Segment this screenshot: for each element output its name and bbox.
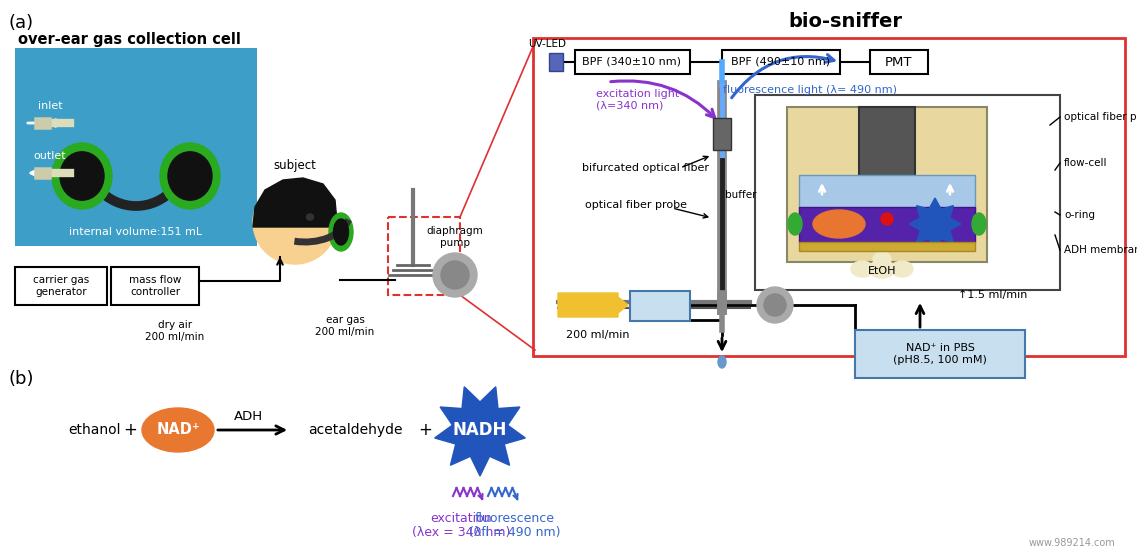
- Ellipse shape: [333, 219, 349, 245]
- FancyBboxPatch shape: [111, 267, 199, 305]
- Ellipse shape: [60, 152, 103, 200]
- FancyBboxPatch shape: [575, 50, 690, 74]
- Ellipse shape: [788, 213, 802, 235]
- Ellipse shape: [160, 143, 219, 209]
- Text: mass flow
controller: mass flow controller: [128, 275, 181, 297]
- Text: carrier gas
generator: carrier gas generator: [33, 275, 89, 297]
- Text: subject: subject: [274, 159, 316, 172]
- FancyBboxPatch shape: [855, 330, 1024, 378]
- Text: optical fiber probe: optical fiber probe: [1064, 112, 1137, 122]
- Circle shape: [433, 253, 478, 297]
- Text: UV-LED: UV-LED: [528, 39, 566, 49]
- Text: bifurcated optical fiber: bifurcated optical fiber: [581, 163, 708, 173]
- Ellipse shape: [332, 217, 345, 237]
- FancyBboxPatch shape: [858, 107, 915, 195]
- Text: www.989214.com: www.989214.com: [1028, 538, 1115, 548]
- Text: over-ear gas collection cell: over-ear gas collection cell: [18, 32, 241, 47]
- Text: +: +: [418, 421, 432, 439]
- Text: NAD⁺: NAD⁺: [823, 219, 854, 229]
- Text: BPF (490±10 nm): BPF (490±10 nm): [731, 57, 830, 67]
- Text: fluorescence: fluorescence: [475, 512, 555, 525]
- Text: buffer: buffer: [725, 190, 757, 200]
- Text: acetaldehyde: acetaldehyde: [308, 423, 402, 437]
- Text: ADH membrane: ADH membrane: [1064, 245, 1137, 255]
- FancyBboxPatch shape: [787, 107, 987, 262]
- Text: outlet: outlet: [34, 151, 66, 161]
- Text: NAD⁺: NAD⁺: [156, 423, 200, 438]
- Text: 200 ml/min: 200 ml/min: [566, 330, 630, 340]
- Text: (λfl = 490 nm): (λfl = 490 nm): [470, 526, 561, 539]
- Polygon shape: [558, 293, 628, 317]
- Polygon shape: [434, 387, 525, 476]
- Text: +: +: [123, 421, 136, 439]
- Text: diaphragm
pump: diaphragm pump: [426, 226, 483, 248]
- Text: dry air
200 ml/min: dry air 200 ml/min: [146, 320, 205, 342]
- Text: internal volume:151 mL: internal volume:151 mL: [69, 227, 202, 237]
- Circle shape: [757, 287, 792, 323]
- Text: NAD⁺ in PBS
(pH8.5, 100 mM): NAD⁺ in PBS (pH8.5, 100 mM): [893, 343, 987, 365]
- Ellipse shape: [891, 261, 913, 277]
- Text: BPF (340±10 nm): BPF (340±10 nm): [582, 57, 681, 67]
- Ellipse shape: [168, 152, 211, 200]
- FancyBboxPatch shape: [870, 50, 928, 74]
- Circle shape: [764, 294, 786, 316]
- Polygon shape: [908, 198, 961, 250]
- Text: (λex = 340 nm): (λex = 340 nm): [412, 526, 511, 539]
- FancyBboxPatch shape: [15, 48, 257, 246]
- Ellipse shape: [813, 210, 865, 238]
- Ellipse shape: [329, 213, 352, 251]
- Text: ear gas
200 ml/min: ear gas 200 ml/min: [315, 315, 374, 337]
- FancyBboxPatch shape: [755, 95, 1060, 290]
- Ellipse shape: [142, 408, 214, 452]
- Circle shape: [441, 261, 468, 289]
- Ellipse shape: [873, 252, 891, 266]
- Text: bio-sniffer: bio-sniffer: [788, 12, 902, 31]
- Ellipse shape: [869, 260, 895, 278]
- Text: (b): (b): [8, 370, 33, 388]
- Text: ADH: ADH: [233, 410, 263, 423]
- Text: EtOH: EtOH: [868, 266, 896, 276]
- Text: (a): (a): [8, 14, 33, 32]
- Text: fluorescence light (λ= 490 nm): fluorescence light (λ= 490 nm): [723, 85, 897, 95]
- Text: excitation: excitation: [430, 512, 492, 525]
- Text: NADH: NADH: [453, 421, 507, 439]
- Text: optical fiber probe: optical fiber probe: [586, 200, 687, 210]
- FancyBboxPatch shape: [799, 207, 976, 242]
- Ellipse shape: [307, 214, 314, 220]
- FancyBboxPatch shape: [799, 175, 976, 235]
- Text: flow-cell: flow-cell: [1064, 158, 1107, 168]
- Text: PMT: PMT: [886, 55, 913, 69]
- Ellipse shape: [972, 213, 986, 235]
- Circle shape: [254, 180, 337, 264]
- Ellipse shape: [850, 261, 873, 277]
- Text: o-ring: o-ring: [1064, 210, 1095, 220]
- FancyBboxPatch shape: [713, 118, 731, 150]
- FancyBboxPatch shape: [630, 291, 690, 321]
- Polygon shape: [254, 178, 337, 227]
- Text: excitation light
(λ=340 nm): excitation light (λ=340 nm): [596, 89, 679, 111]
- Circle shape: [881, 213, 893, 225]
- FancyBboxPatch shape: [549, 53, 563, 71]
- Text: inlet: inlet: [38, 101, 63, 111]
- Text: ethanol: ethanol: [68, 423, 121, 437]
- FancyBboxPatch shape: [722, 50, 840, 74]
- Ellipse shape: [717, 356, 727, 368]
- Text: ↑1.5 ml/min: ↑1.5 ml/min: [958, 290, 1028, 300]
- Text: NADH: NADH: [918, 219, 952, 229]
- FancyBboxPatch shape: [799, 242, 976, 251]
- Ellipse shape: [52, 143, 113, 209]
- FancyBboxPatch shape: [15, 267, 107, 305]
